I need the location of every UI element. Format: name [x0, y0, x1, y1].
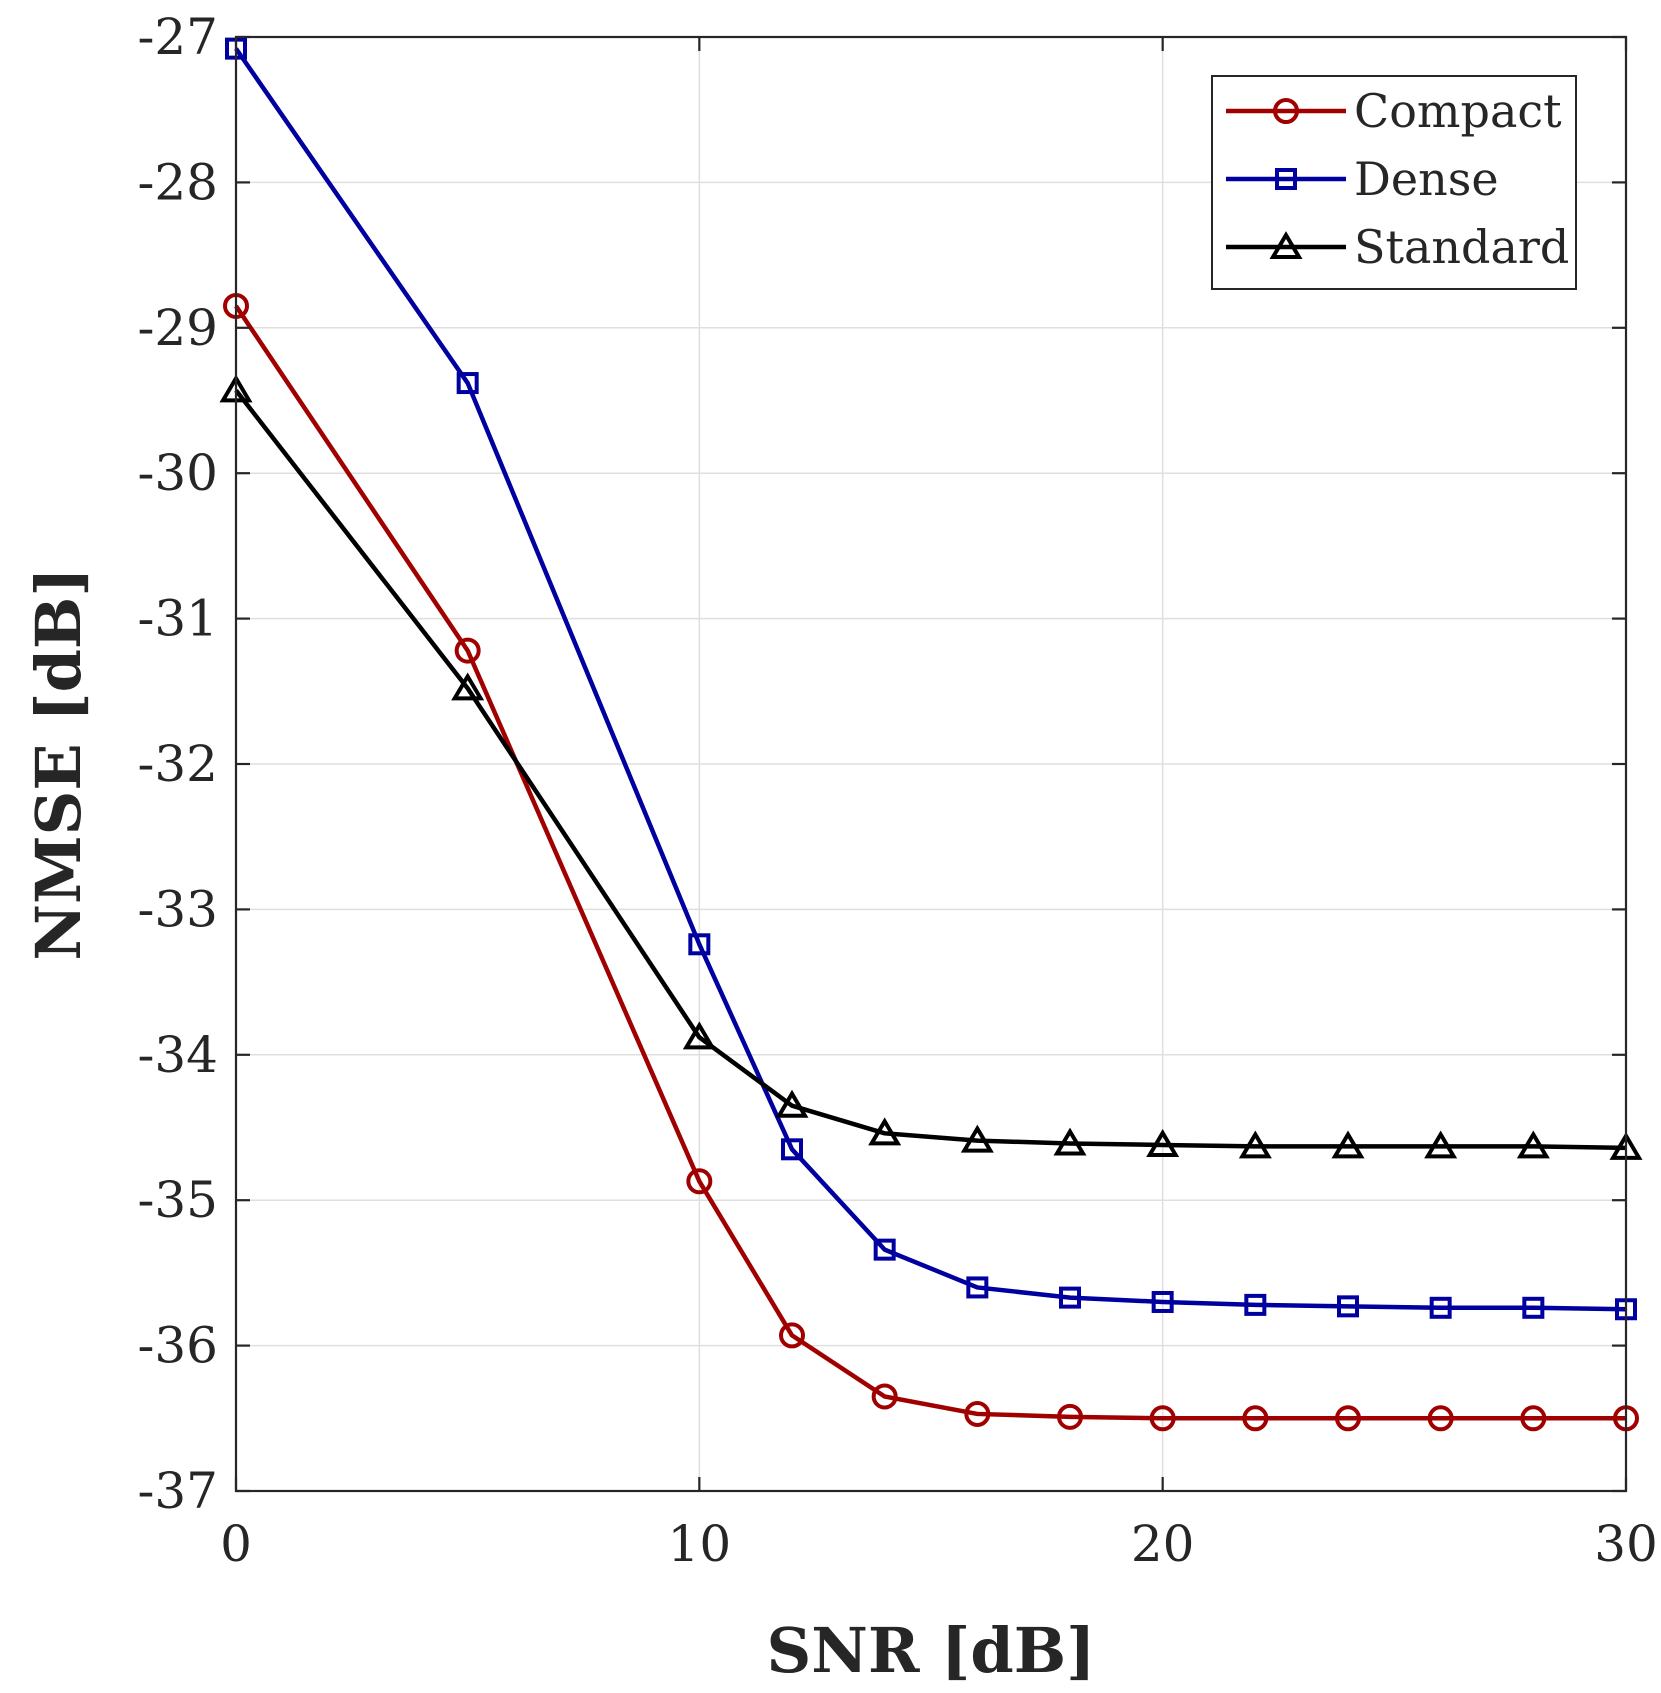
legend-label-dense: Dense	[1354, 152, 1499, 206]
data-point-dense	[873, 1238, 896, 1261]
data-point-standard	[451, 672, 485, 701]
data-point-compact	[1427, 1405, 1454, 1432]
grid-lines	[236, 37, 1626, 1491]
data-point-standard	[1238, 1130, 1272, 1159]
y-tick-label: -35	[137, 1171, 218, 1229]
series-line-standard	[234, 388, 1627, 1151]
data-point-dense	[1059, 1286, 1081, 1309]
data-point-dense	[1244, 1293, 1267, 1316]
x-tick-label: 10	[668, 1515, 732, 1573]
legend: Compact Dense Standard	[1211, 75, 1577, 290]
data-point-standard	[1516, 1130, 1550, 1159]
data-point-compact	[1149, 1405, 1176, 1432]
data-point-compact	[1242, 1405, 1269, 1432]
tick-labels: 0 10 20 30 -27 -28 -29 -30 -31 -32 -33 -34 -35 -36 -37	[137, 8, 1657, 1573]
y-tick-label: -34	[137, 1026, 218, 1084]
data-point-compact	[1057, 1403, 1083, 1430]
x-axis-title: SNR [dB]	[767, 1614, 1096, 1687]
legend-item-dense: Dense	[1226, 152, 1499, 206]
series-compact	[223, 292, 1639, 1432]
data-point-dense	[1522, 1296, 1545, 1319]
data-point-compact	[1335, 1405, 1361, 1432]
data-point-standard	[1424, 1130, 1458, 1159]
x-tick-label: 20	[1131, 1515, 1195, 1573]
y-tick-label: -36	[137, 1317, 218, 1375]
data-point-standard	[1146, 1129, 1180, 1157]
series-layer	[219, 37, 1643, 1432]
data-point-standard	[775, 1089, 809, 1118]
data-point-standard	[960, 1124, 994, 1153]
series-line-compact	[234, 304, 1626, 1421]
y-tick-label: -32	[137, 735, 218, 793]
data-point-compact	[1520, 1405, 1547, 1432]
data-point-dense	[781, 1138, 803, 1161]
legend-marker-dense	[1275, 168, 1297, 190]
data-point-standard	[682, 1021, 716, 1050]
series-standard	[219, 374, 1643, 1160]
data-point-standard	[1053, 1127, 1087, 1156]
data-point-dense	[1337, 1295, 1359, 1318]
legend-label-standard: Standard	[1354, 220, 1569, 274]
y-tick-label: -37	[137, 1462, 218, 1520]
x-tick-label: 30	[1594, 1515, 1658, 1573]
series-dense	[225, 37, 1637, 1321]
legend-item-compact: Compact	[1226, 84, 1562, 138]
series-line-dense	[234, 47, 1627, 1312]
y-tick-label: -30	[137, 444, 218, 502]
data-point-compact	[686, 1168, 713, 1195]
data-point-dense	[1151, 1290, 1174, 1313]
y-tick-label: -31	[137, 590, 218, 648]
data-point-dense	[456, 372, 479, 395]
data-point-compact	[871, 1383, 898, 1410]
x-tick-label: 0	[220, 1515, 252, 1573]
legend-marker-compact	[1273, 98, 1299, 124]
legend-label-compact: Compact	[1354, 84, 1562, 138]
data-point-dense	[966, 1276, 989, 1299]
legend-item-standard: Standard	[1226, 220, 1569, 274]
data-point-dense	[688, 933, 711, 956]
data-point-dense	[1429, 1296, 1452, 1319]
y-tick-label: -28	[137, 153, 218, 211]
data-point-standard	[868, 1117, 902, 1146]
y-tick-label: -27	[137, 8, 218, 66]
data-point-compact	[454, 637, 481, 664]
data-point-compact	[964, 1400, 991, 1427]
y-axis-title: NMSE [dB]	[22, 567, 95, 960]
data-point-compact	[779, 1322, 805, 1349]
y-tick-label: -29	[137, 299, 218, 357]
legend-marker-standard	[1269, 231, 1303, 259]
y-tick-label: -33	[137, 880, 218, 938]
data-point-standard	[1331, 1130, 1365, 1159]
axis-ticks	[234, 35, 1628, 1493]
